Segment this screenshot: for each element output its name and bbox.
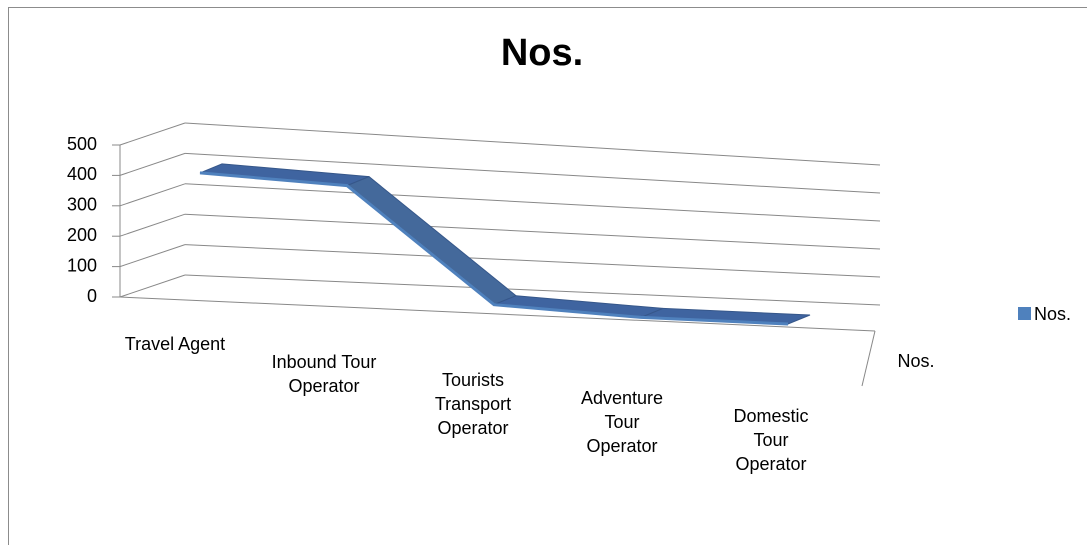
y-tick-label: 0 xyxy=(87,286,97,306)
legend-swatch xyxy=(1018,307,1031,320)
grid-line xyxy=(184,122,881,166)
y-tick-label: 200 xyxy=(67,225,97,245)
y-tick-label: 400 xyxy=(67,164,97,184)
legend-label: Nos. xyxy=(1034,304,1071,324)
x-tick-label: Tourists Transport Operator xyxy=(434,370,512,438)
grid-line xyxy=(119,122,186,146)
grid-line xyxy=(184,213,881,250)
depth-axis-label: Nos. xyxy=(897,351,934,371)
line xyxy=(199,171,789,326)
chart-frame xyxy=(8,7,1087,545)
chart-title: Nos. xyxy=(501,32,583,74)
y-tick-label: 100 xyxy=(67,255,97,275)
depth-axis xyxy=(861,330,876,387)
grid-line xyxy=(119,183,186,207)
x-tick-label: Domestic Tour Operator xyxy=(733,406,809,474)
grid-line xyxy=(119,213,186,237)
grid-line xyxy=(184,152,881,194)
grid-line xyxy=(119,152,186,176)
x-tick-label: Adventure Tour Operator xyxy=(580,388,664,456)
y-tick-label: 300 xyxy=(67,195,97,215)
x-tick-label: Travel Agent xyxy=(124,334,226,354)
grid-line xyxy=(184,183,881,222)
x-tick-label: Inbound Tour Operator xyxy=(271,352,377,396)
grid-line xyxy=(119,244,186,268)
grid-line xyxy=(119,274,186,298)
grid-line xyxy=(184,244,881,278)
y-tick-label: 500 xyxy=(67,134,97,154)
floor-edge xyxy=(119,296,876,332)
grid-line xyxy=(184,274,881,306)
